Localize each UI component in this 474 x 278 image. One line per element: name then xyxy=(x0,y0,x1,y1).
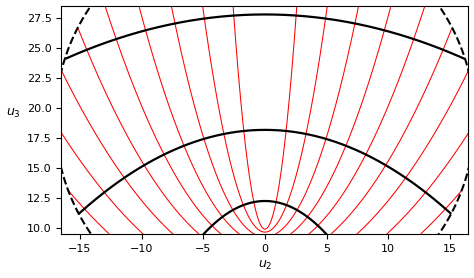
X-axis label: $u_2$: $u_2$ xyxy=(258,259,272,272)
Y-axis label: $u_3$: $u_3$ xyxy=(6,107,20,120)
